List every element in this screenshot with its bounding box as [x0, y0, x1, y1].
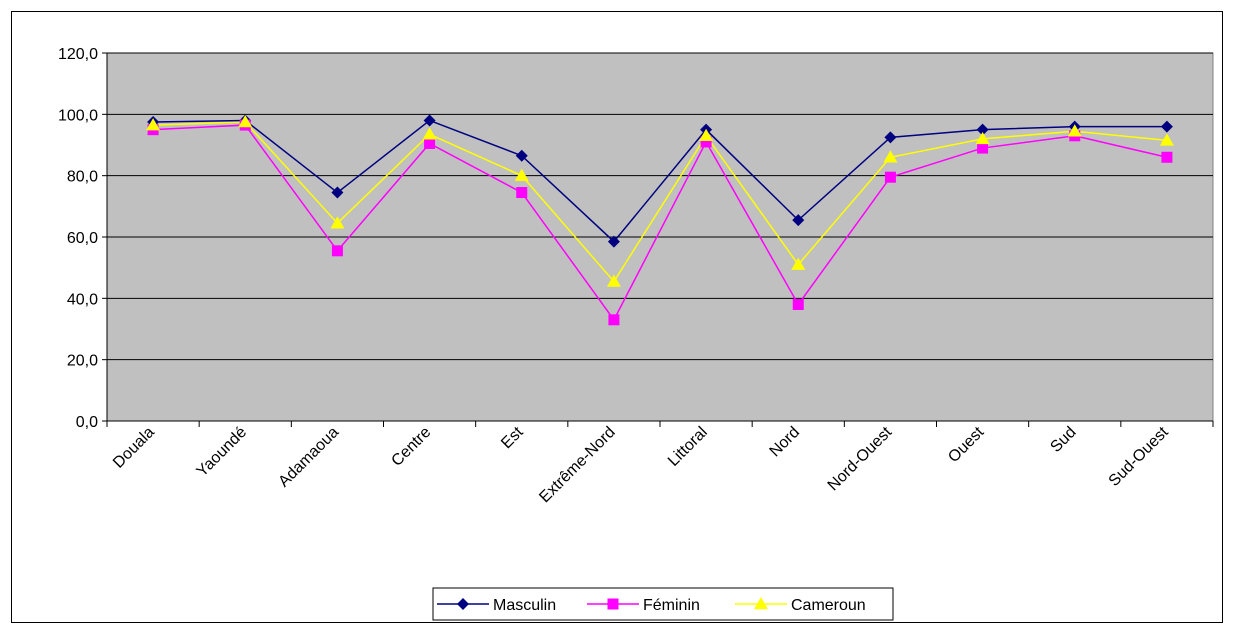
data-point-masculin	[607, 235, 620, 248]
data-point-masculin	[792, 214, 805, 227]
legend-label: Masculin	[493, 597, 556, 614]
data-point-féminin	[700, 136, 712, 148]
y-tick-label: 80,0	[67, 169, 98, 186]
data-point-cameroun	[146, 118, 161, 131]
data-point-masculin	[423, 114, 436, 127]
data-point-féminin	[608, 314, 620, 326]
chart-frame	[11, 11, 1223, 623]
x-tick-label: Littoral	[665, 424, 711, 470]
legend-marker	[754, 597, 768, 610]
data-point-cameroun	[883, 150, 898, 163]
data-point-masculin	[884, 131, 897, 144]
x-tick-label: Est	[498, 423, 527, 452]
data-point-féminin	[331, 245, 343, 257]
legend-label: Féminin	[643, 597, 700, 614]
y-tick-label: 20,0	[67, 353, 98, 370]
x-tick-label: Douala	[110, 424, 158, 472]
data-point-cameroun	[1159, 133, 1174, 146]
x-tick-label: Sud-Ouest	[1106, 423, 1172, 489]
y-tick-label: 120,0	[58, 46, 98, 63]
data-point-cameroun	[238, 115, 253, 128]
series-line-masculin	[153, 119, 1167, 243]
series-line-féminin	[153, 124, 1168, 322]
x-tick-label: Sud	[1047, 424, 1079, 456]
data-point-féminin	[792, 298, 804, 310]
x-tick-label: Extrême-Nord	[536, 424, 618, 506]
data-point-masculin	[331, 186, 344, 199]
series-line-cameroun	[153, 121, 1167, 283]
data-point-féminin	[884, 171, 896, 183]
data-point-cameroun	[791, 257, 806, 270]
x-tick-label: Adamaoua	[276, 424, 343, 491]
y-tick-label: 0,0	[76, 414, 98, 431]
legend-marker	[607, 598, 619, 610]
data-point-cameroun	[514, 168, 529, 181]
data-point-cameroun	[699, 128, 714, 142]
legend-box	[432, 587, 894, 621]
y-tick-label: 40,0	[67, 291, 98, 308]
data-point-cameroun	[606, 274, 621, 287]
data-point-masculin	[1160, 120, 1173, 133]
data-point-cameroun	[975, 131, 990, 145]
data-point-cameroun	[422, 127, 437, 140]
x-tick-label: Centre	[388, 424, 434, 470]
legend-label: Cameroun	[791, 597, 866, 614]
x-tick-label: Nord-Ouest	[825, 423, 896, 494]
legend-marker	[457, 598, 469, 610]
y-tick-label: 100,0	[58, 107, 98, 124]
x-tick-label: Nord	[767, 424, 804, 461]
data-point-cameroun	[1067, 124, 1082, 137]
y-tick-label: 60,0	[67, 230, 98, 247]
data-point-masculin	[976, 123, 989, 136]
data-point-féminin	[424, 137, 436, 149]
x-tick-label: Ouest	[945, 423, 988, 466]
data-point-féminin	[1161, 151, 1173, 163]
data-point-féminin	[516, 187, 528, 199]
x-tick-label: Yaoundé	[194, 424, 251, 481]
data-point-cameroun	[330, 216, 345, 229]
data-point-masculin	[515, 149, 528, 162]
data-point-féminin	[977, 142, 989, 154]
